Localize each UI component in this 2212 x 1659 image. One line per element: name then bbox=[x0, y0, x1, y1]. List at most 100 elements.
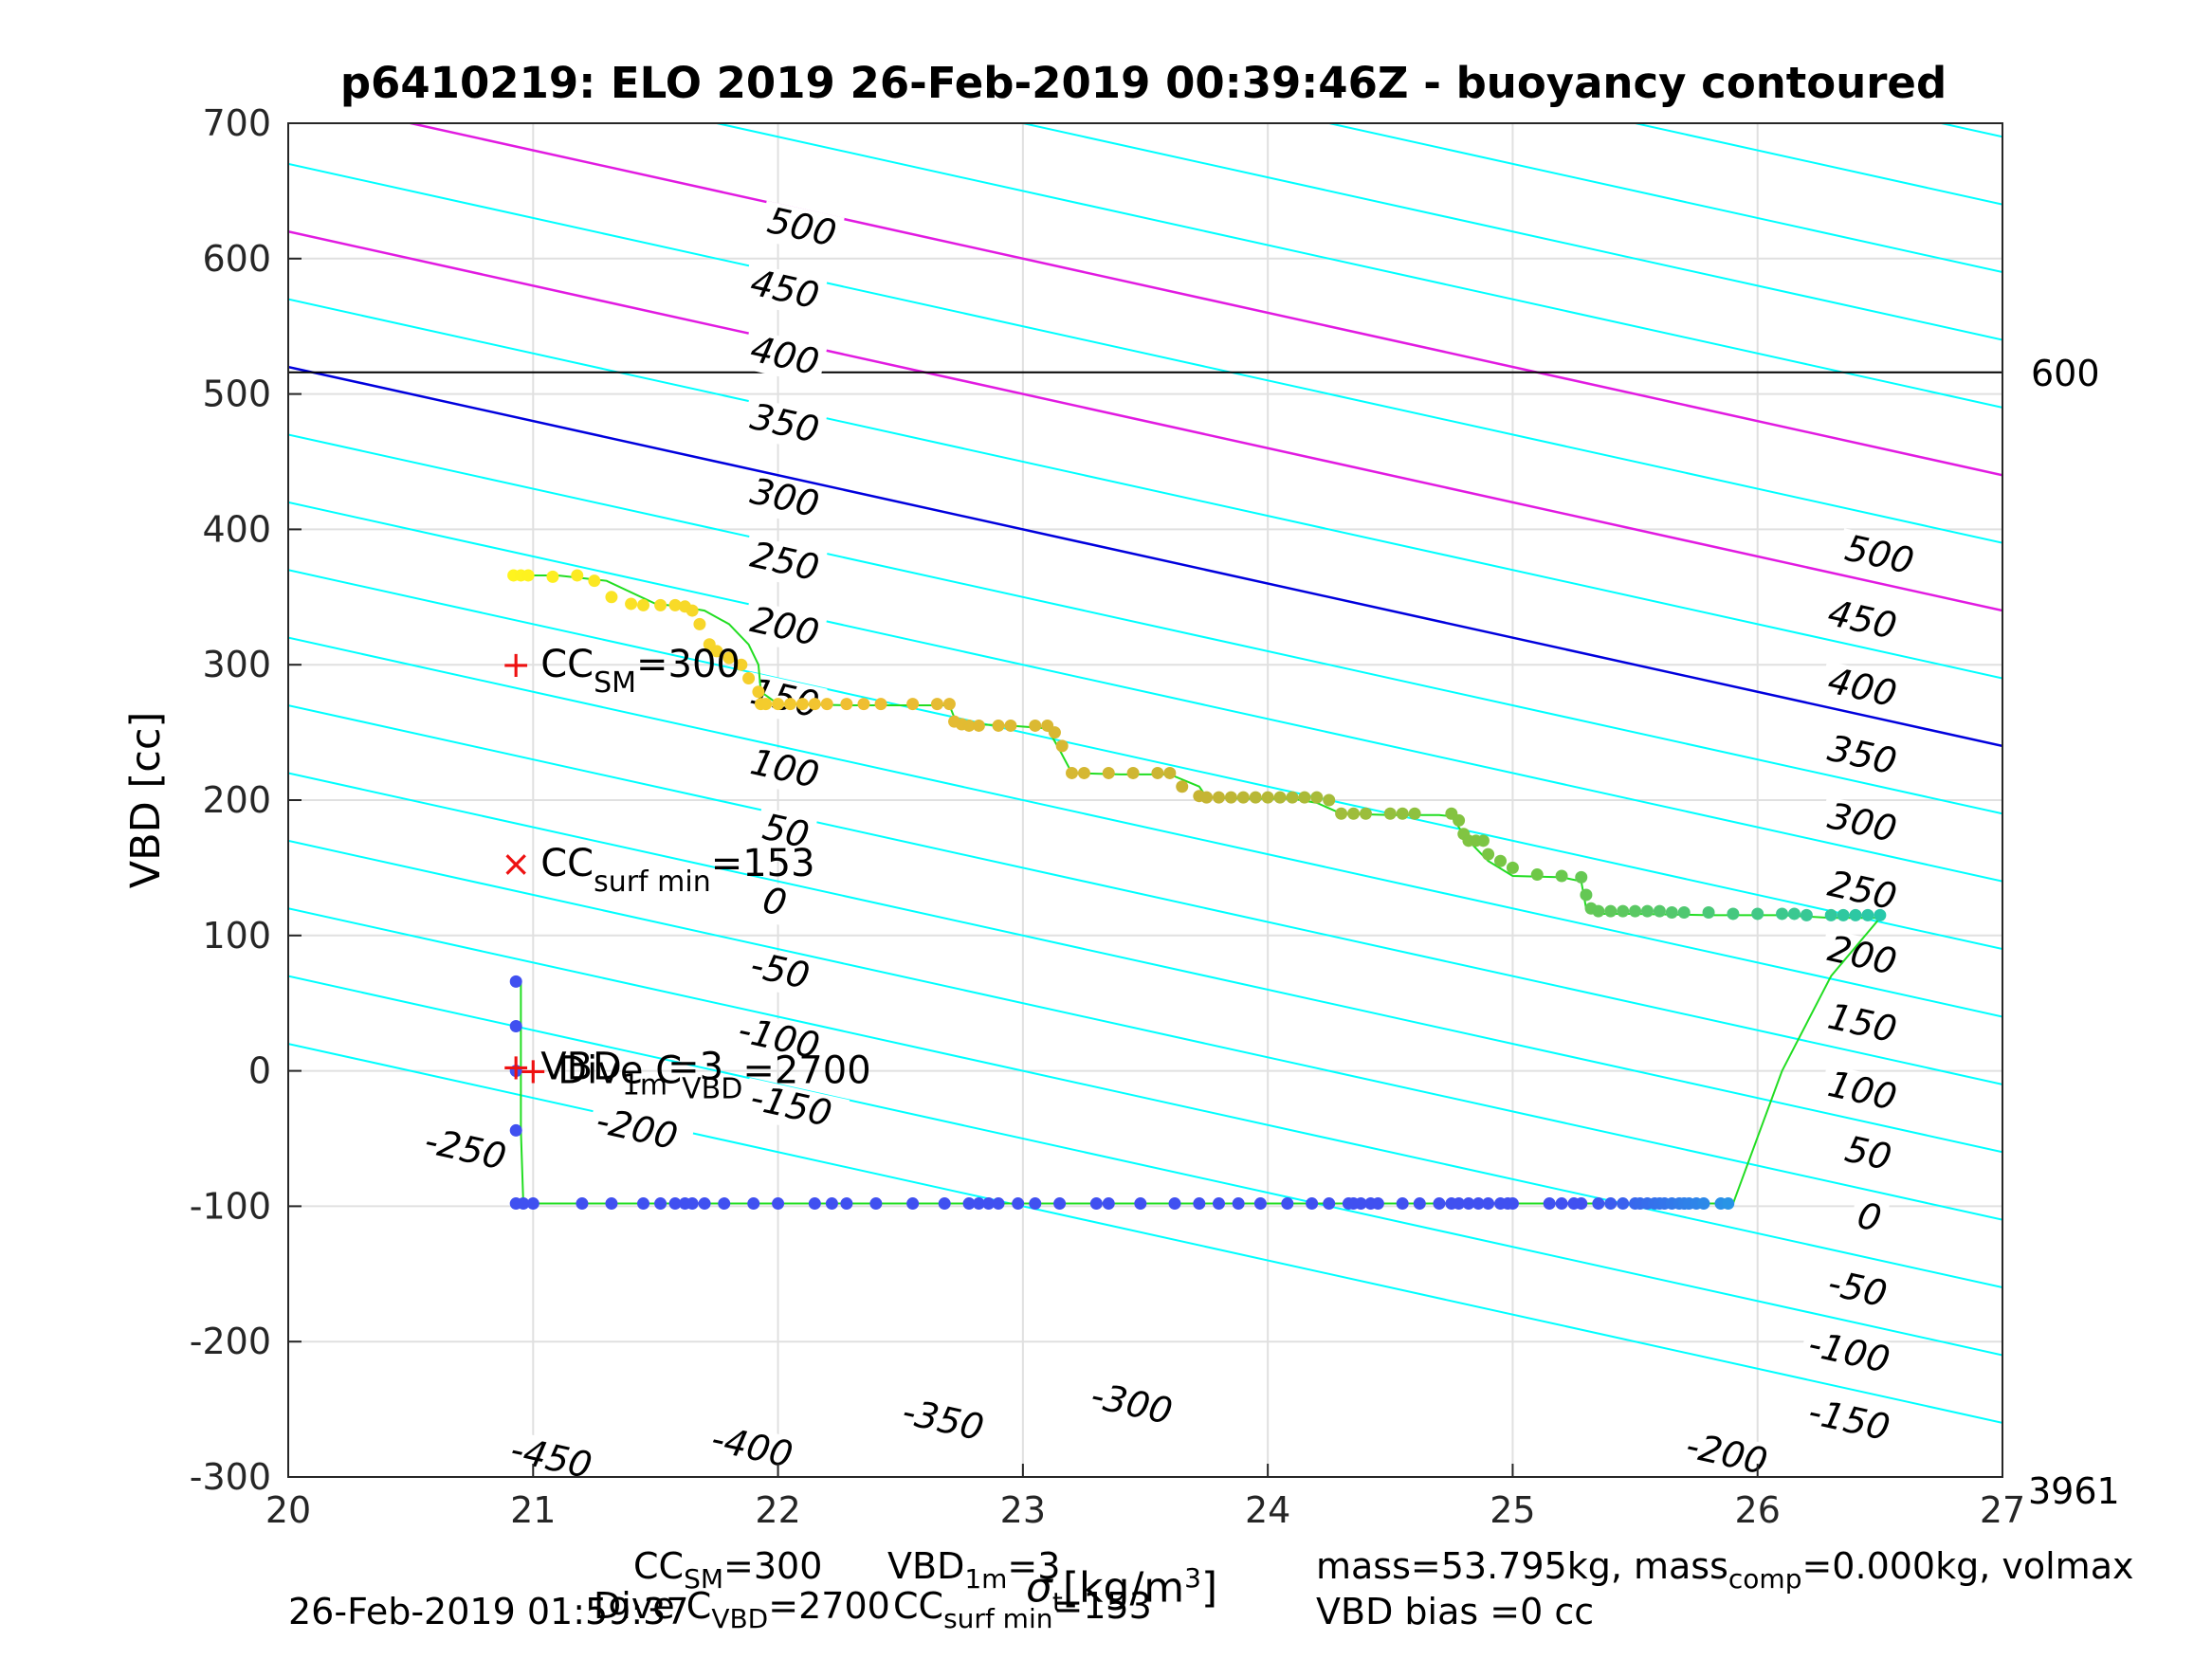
ascent-point bbox=[693, 617, 706, 630]
descent-point bbox=[1253, 1197, 1267, 1211]
descent-point bbox=[686, 1197, 699, 1211]
ascent-point bbox=[942, 698, 956, 711]
contour-label-bg bbox=[740, 945, 828, 1002]
contour-line-400 bbox=[1630, 123, 2002, 206]
ascent-point bbox=[808, 698, 821, 711]
contour-label-bg bbox=[1819, 1263, 1906, 1320]
contour-label-bg bbox=[740, 263, 828, 319]
descent-point bbox=[1575, 1197, 1588, 1211]
footer-cc-sm-sub: SM bbox=[684, 1563, 724, 1595]
contour-label-bg bbox=[1819, 928, 1906, 986]
ascent-point bbox=[588, 574, 601, 588]
marker-label: CCSM=300 bbox=[540, 643, 740, 700]
ascent-point bbox=[735, 658, 748, 671]
descent-point bbox=[1462, 1197, 1475, 1211]
descent-point bbox=[772, 1197, 785, 1211]
ascent-point bbox=[1055, 739, 1069, 753]
ascent-point bbox=[795, 698, 809, 711]
x-tick-label: 26 bbox=[1735, 1489, 1781, 1531]
descent-point bbox=[906, 1197, 920, 1211]
contour-label-bg bbox=[1819, 592, 1906, 649]
contour-label-bg bbox=[740, 329, 828, 386]
descent-point bbox=[637, 1197, 650, 1211]
descent-point bbox=[1193, 1197, 1206, 1211]
ascent-point bbox=[710, 645, 723, 658]
ascent-point bbox=[1212, 791, 1225, 804]
footer-cc-sm: CCSM=300 bbox=[633, 1545, 822, 1595]
descent-point bbox=[1281, 1197, 1294, 1211]
chart-title: p6410219: ELO 2019 26-Feb-2019 00:39:46Z… bbox=[340, 58, 1947, 108]
descent-point bbox=[825, 1197, 838, 1211]
ascent-point bbox=[1126, 766, 1140, 779]
contour-label-bg bbox=[1819, 1064, 1906, 1121]
descent-point bbox=[698, 1197, 711, 1211]
contour-line--250 bbox=[288, 704, 2002, 1085]
contour-label-bg bbox=[501, 1430, 610, 1491]
y-tick-label: 700 bbox=[202, 102, 271, 144]
ascent-point bbox=[1727, 907, 1740, 921]
descent-point bbox=[962, 1197, 976, 1211]
x-tick-label: 20 bbox=[265, 1489, 311, 1531]
ascent-point bbox=[1530, 868, 1544, 882]
contour-line--350 bbox=[288, 839, 2002, 1221]
contour-label-bg bbox=[1819, 796, 1906, 853]
ascent-point bbox=[1224, 791, 1237, 804]
contour-label-bg bbox=[740, 471, 828, 528]
descent-point bbox=[992, 1197, 1005, 1211]
y-tick-label: 400 bbox=[202, 508, 271, 550]
ascent-point bbox=[759, 698, 773, 711]
reference-lines: 600 3961 bbox=[288, 353, 2120, 1512]
ascent-point bbox=[1665, 906, 1678, 920]
footer-vbd-1m-label: VBD bbox=[887, 1545, 965, 1587]
ascent-point bbox=[1102, 766, 1115, 779]
descent-point bbox=[808, 1197, 821, 1211]
x-axis-unit-text: [kg/m bbox=[1062, 1563, 1185, 1613]
reference-line-label: 600 bbox=[2031, 353, 2100, 394]
descent-point bbox=[1472, 1197, 1485, 1211]
contour-label: -50 bbox=[1819, 1262, 1906, 1320]
ascent-point bbox=[546, 570, 559, 583]
descent-point bbox=[1722, 1197, 1735, 1211]
markers: + CCSM=300× CCsurf min=153+ VBD1m=3+ Dive CV… bbox=[501, 643, 870, 1105]
descent-point bbox=[517, 1197, 530, 1211]
contour-label-bg bbox=[1836, 1129, 1900, 1181]
descent-point bbox=[509, 1065, 522, 1078]
descent-point bbox=[654, 1197, 667, 1211]
ascent-point bbox=[1359, 807, 1372, 820]
footer-dive-c-value: =2700 bbox=[768, 1585, 890, 1627]
reference-line-label: 3961 bbox=[2028, 1470, 2120, 1512]
ascent-point bbox=[1787, 907, 1801, 921]
footer-cc-surf: CCsurf min=153 bbox=[893, 1585, 1152, 1634]
footer-vbd-1m-sub: 1m bbox=[964, 1563, 1008, 1595]
y-tick-label: 0 bbox=[248, 1050, 271, 1092]
ascent-point bbox=[1286, 791, 1299, 804]
descent-point bbox=[1134, 1197, 1147, 1211]
ascent-point bbox=[1310, 791, 1324, 804]
contour-label-bg bbox=[702, 1418, 811, 1481]
x-tick-label: 27 bbox=[1980, 1489, 2025, 1531]
contour-label-bg bbox=[740, 535, 828, 592]
ascent-point bbox=[1604, 904, 1618, 918]
ascent-point bbox=[906, 698, 920, 711]
contour-label-bg bbox=[753, 880, 795, 927]
ascent-point bbox=[654, 598, 667, 611]
contour-label-bg bbox=[1799, 1392, 1908, 1453]
footer-cc-surf-value: =153 bbox=[1052, 1585, 1152, 1627]
descent-point bbox=[1543, 1197, 1556, 1211]
x-tick-label: 22 bbox=[755, 1489, 800, 1531]
ascent-point bbox=[1396, 807, 1409, 820]
ascent-point bbox=[742, 671, 756, 684]
contour-label-bg bbox=[1848, 1195, 1891, 1243]
ascent-point bbox=[930, 698, 943, 711]
ascent-point bbox=[1702, 906, 1715, 920]
contour-label: 500 bbox=[758, 199, 845, 257]
contour-line--150 bbox=[288, 569, 2002, 951]
ascent-point bbox=[1640, 904, 1654, 918]
ascent-point bbox=[1482, 848, 1495, 861]
ascent-point bbox=[1273, 791, 1287, 804]
ascent-point bbox=[1837, 908, 1850, 921]
ascent-point bbox=[1029, 719, 1042, 732]
contour-label-bg bbox=[1819, 661, 1906, 718]
ascent-point bbox=[1494, 854, 1508, 867]
